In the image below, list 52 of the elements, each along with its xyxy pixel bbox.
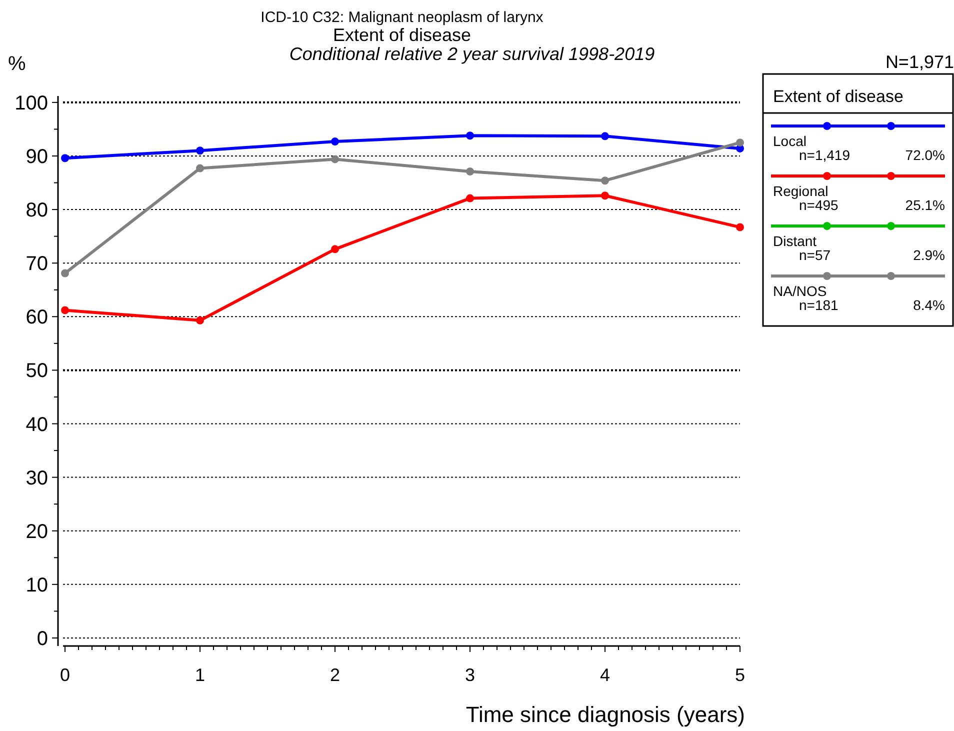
x-tick-label: 0 [60, 665, 70, 685]
point [331, 155, 339, 164]
chart-subtitle: Conditional relative 2 year survival 1998-2019 [289, 44, 655, 64]
legend-label: NA/NOS [773, 283, 827, 299]
x-tick-label: 2 [330, 665, 340, 685]
point [61, 269, 69, 278]
point [736, 223, 744, 232]
text: Local [773, 133, 806, 149]
point [331, 138, 339, 146]
text: N=1,971 [885, 52, 954, 72]
text: n=495 [799, 197, 839, 213]
x-tick-label: 3 [464, 665, 476, 685]
y-tick-label: 10 [26, 574, 48, 596]
text: 72.0% [905, 147, 945, 163]
point [601, 192, 609, 200]
text: n=1,419 [799, 147, 850, 163]
point [331, 245, 339, 254]
point [196, 146, 204, 155]
point [601, 132, 609, 140]
x-axis-title: Time since diagnosis (years) [466, 702, 745, 727]
point [466, 168, 474, 176]
legend-label: Distant [773, 233, 817, 249]
y-tick-label: 30 [26, 467, 48, 490]
text: 25.1% [905, 197, 945, 213]
y-tick-label: 60 [26, 306, 48, 329]
y-tick-label: 70 [26, 253, 48, 276]
legend-label: Regional [773, 183, 828, 199]
legend-title: Extent of disease [773, 87, 904, 106]
y-axis-title: % [8, 53, 26, 75]
text: n=57 [799, 247, 831, 263]
x-tick-label: 1 [194, 665, 206, 685]
point [736, 138, 744, 147]
text: 2.9% [913, 247, 945, 263]
text: 8.4% [913, 297, 945, 313]
point [466, 132, 474, 140]
y-tick-label: 0 [36, 628, 48, 650]
chart-title: ICD-10 C32: Malignant neoplasm of larynx Extent of disease [260, 9, 544, 45]
point [601, 176, 609, 185]
x-tick-label: 4 [600, 665, 610, 685]
y-tick-label: 40 [26, 414, 48, 436]
point [196, 316, 204, 324]
y-tick-label: 20 [26, 520, 48, 543]
x-tick-label: 5 [734, 665, 746, 685]
y-tick-label: 100 [14, 92, 48, 114]
y-tick-label: 80 [26, 200, 48, 222]
point [61, 306, 69, 314]
point [196, 164, 204, 172]
text: n=181 [799, 297, 839, 313]
y-tick-label: 50 [26, 360, 48, 382]
point [466, 194, 474, 202]
y-tick-label: 90 [26, 146, 48, 168]
point [61, 154, 69, 162]
